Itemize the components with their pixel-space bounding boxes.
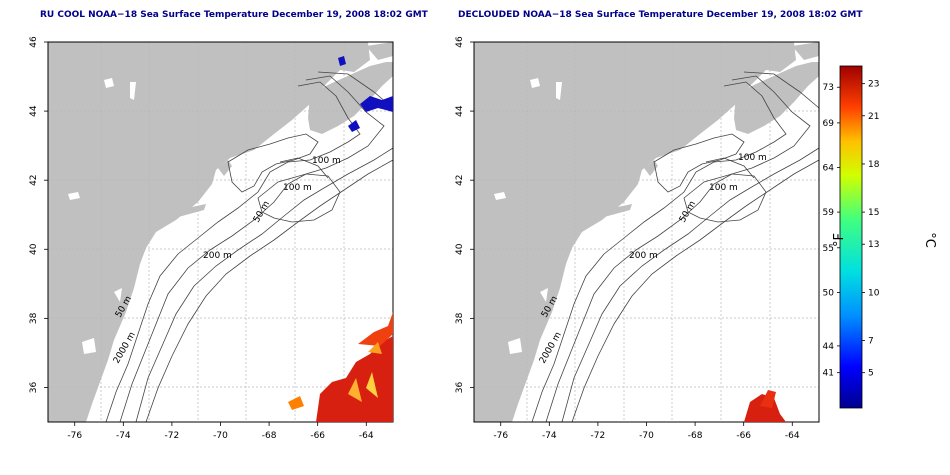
y-tick-label: 38 (29, 312, 39, 324)
fahrenheit-tick-label: 59 (823, 208, 835, 218)
x-tick-label: -76 (493, 431, 508, 441)
right-map-axes: -76 -74 -72 -70 -68 -66 -64 46 44 42 40 38 36 (455, 36, 800, 441)
temperature-colorbar: 73 69 64 59 55 50 44 41 23 21 18 15 13 10 7 5 °F °C (823, 65, 937, 409)
x-tick-label: -76 (67, 431, 82, 441)
x-tick-label: -70 (639, 431, 654, 441)
celsius-tick-label: 15 (868, 208, 879, 218)
fahrenheit-tick-label: 50 (823, 288, 835, 298)
celsius-tick-label: 5 (868, 369, 874, 379)
celsius-tick-label: 7 (868, 337, 874, 347)
left-sst-warm-patch (288, 312, 393, 422)
fahrenheit-tick-label: 55 (823, 244, 834, 254)
right-map-title: DECLOUDED NOAA−18 Sea Surface Temperatur… (458, 10, 863, 20)
celsius-unit-label: °C (922, 232, 937, 248)
fahrenheit-tick-label: 64 (823, 164, 835, 174)
contour-label: 200 m (629, 251, 658, 261)
fahrenheit-unit-label: °F (832, 233, 847, 247)
x-tick-label: -64 (359, 431, 374, 441)
x-tick-label: -66 (310, 431, 325, 441)
fahrenheit-tick-label: 73 (823, 83, 834, 93)
y-tick-label: 46 (455, 36, 465, 48)
fahrenheit-tick-label: 69 (823, 119, 835, 129)
contour-label: 200 m (203, 251, 232, 261)
y-tick-label: 36 (455, 381, 465, 393)
contour-label: 100 m (709, 183, 738, 193)
celsius-tick-label: 21 (868, 112, 879, 122)
y-tick-label: 42 (455, 174, 465, 185)
contour-label: 100 m (283, 183, 312, 193)
fahrenheit-tick-label: 41 (823, 369, 834, 379)
celsius-tick-label: 18 (868, 160, 880, 170)
y-tick-label: 44 (29, 105, 39, 117)
fahrenheit-tick-label: 44 (823, 342, 835, 352)
contour-label: 100 m (312, 156, 341, 166)
y-tick-label: 46 (29, 36, 39, 48)
right-sst-warm-patch (744, 390, 786, 422)
x-tick-label: -72 (165, 431, 180, 441)
celsius-tick-label: 13 (868, 240, 879, 250)
y-tick-label: 36 (29, 381, 39, 393)
y-tick-label: 40 (455, 243, 465, 255)
celsius-tick-label: 23 (868, 80, 879, 90)
y-tick-label: 44 (455, 105, 465, 117)
x-tick-label: -74 (116, 431, 131, 441)
right-map-panel (473, 41, 820, 423)
x-tick-label: -64 (785, 431, 800, 441)
y-tick-label: 42 (29, 174, 39, 185)
y-tick-label: 40 (29, 243, 39, 255)
celsius-tick-label: 10 (868, 288, 880, 298)
left-sst-cold-patch (338, 56, 393, 132)
x-tick-label: -68 (688, 431, 703, 441)
x-tick-label: -68 (262, 431, 277, 441)
x-tick-label: -66 (736, 431, 751, 441)
x-tick-label: -74 (542, 431, 557, 441)
left-map-panel (47, 41, 394, 423)
colorbar-ramp (839, 65, 863, 409)
contour-label: 100 m (738, 153, 767, 163)
left-map-title: RU COOL NOAA−18 Sea Surface Temperature … (40, 10, 428, 20)
y-tick-label: 38 (455, 312, 465, 324)
left-map-axes: -76 -74 -72 -70 -68 -66 -64 46 44 42 40 38 36 (29, 36, 374, 441)
x-tick-label: -72 (591, 431, 606, 441)
x-tick-label: -70 (213, 431, 228, 441)
